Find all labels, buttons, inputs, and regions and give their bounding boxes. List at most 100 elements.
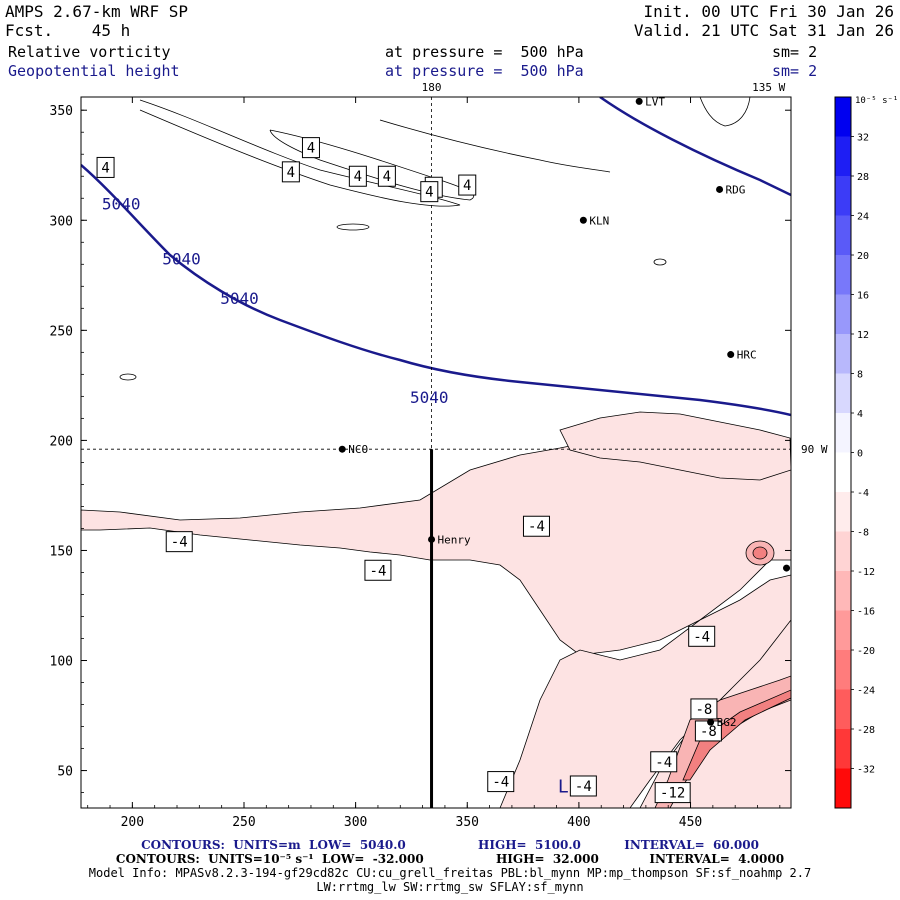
colorbar-tick-label: -4 (857, 488, 869, 499)
label-box (377, 165, 396, 187)
footer-vort-high: HIGH= 32.000 (495, 852, 599, 866)
height-labels: 5040 5040 5040 5040 (102, 194, 449, 407)
station-dot (783, 564, 791, 572)
footer-model-physics: LW:rrtmg_lw SW:rrtmg_sw SFLAY:sf_mynn (316, 880, 584, 894)
label-text: -4 (492, 775, 509, 791)
positive-vorticity-contour (139, 99, 461, 207)
x-tick-label: 250 (232, 815, 255, 830)
vorticity-contour-label: 4 (377, 165, 396, 187)
footer-vort-units: CONTOURS: UNITS=10⁻⁵ s⁻¹ LOW= -32.000 (115, 852, 424, 866)
height-contour-5040 (81, 164, 791, 417)
colorbar: 10⁻⁵ s⁻¹ 32 28 24 20 16 12 8 4 0 -4 -8 -12 -16 -20 -24 -… (834, 96, 898, 809)
colorbar-tick-label: 12 (857, 330, 869, 341)
x-tick-label: 450 (679, 815, 702, 830)
y-tick-label: 200 (50, 434, 73, 449)
label-text: -4 (693, 629, 710, 645)
forecast-label-text: Fcst. (5, 21, 54, 40)
colorbar-tick-label: -16 (857, 607, 875, 618)
colorbar-tick-label: 8 (857, 370, 863, 381)
plot-frame (80, 96, 792, 809)
vorticity-contour-label: -12 (654, 782, 691, 804)
positive-vorticity-contour (336, 223, 370, 231)
station-dot (579, 216, 587, 224)
field1-pressure: at pressure = 500 hPa (385, 43, 584, 61)
label-text: -8 (700, 724, 717, 740)
negative-vorticity-band (81, 435, 791, 808)
forecast-label: Fcst. 45 h (5, 22, 130, 40)
station-dot (338, 445, 346, 453)
model-title: AMPS 2.67-km WRF SP (5, 2, 189, 21)
label-text: 4 (287, 165, 295, 181)
colorbar-segment (835, 610, 851, 651)
footer-height-high: HIGH= 5100.0 (478, 838, 581, 852)
label-box (281, 161, 300, 183)
field2-smoothing: sm= 2 (772, 62, 818, 80)
vorticity-contour-label: -4 (650, 751, 678, 773)
field2-name: Geopotential height (8, 62, 180, 80)
colorbar-segment (835, 571, 851, 611)
label-text: -4 (528, 519, 545, 535)
x-tick-label: 350 (456, 815, 479, 830)
colorbar-segment (835, 689, 851, 730)
label-text: 4 (463, 178, 471, 194)
colorbar-tick-label: 24 (857, 212, 869, 223)
colorbar-segment (835, 255, 851, 295)
label-box (522, 515, 550, 537)
label-text: 4 (307, 141, 315, 157)
positive-vorticity-contour (119, 373, 137, 381)
label-box (654, 782, 691, 804)
vorticity-contour-label: -8 (694, 720, 722, 742)
label-box (690, 698, 718, 720)
colorbar-tick-label: -20 (857, 646, 875, 657)
colorbar-tick-label: 16 (857, 291, 869, 302)
vorticity-contour-label: -4 (569, 775, 597, 797)
station-marker: HRC (727, 349, 757, 362)
colorbar-segment (835, 294, 851, 335)
label-text: 4 (425, 185, 433, 201)
footer-height-units: CONTOURS: UNITS=m LOW= 5040.0 (141, 838, 406, 852)
upper-negative-patch (559, 411, 791, 481)
footer-height-interval: INTERVAL= 60.000 (624, 838, 759, 852)
label-text: -4 (655, 755, 672, 771)
colorbar-segment (835, 334, 851, 374)
vorticity-contour-label: -8 (690, 698, 718, 720)
station-name: RDG (726, 183, 746, 196)
stations: LVT RDG KLN HRC NCO Henry BG2 (338, 95, 791, 729)
y-tick-label: 300 (50, 214, 73, 229)
colorbar-segment (835, 215, 851, 256)
label-box (165, 531, 193, 553)
station-dot (428, 535, 436, 543)
field-layer (81, 97, 791, 808)
positive-vorticity-contour (379, 119, 611, 173)
colorbar-segment (835, 176, 851, 216)
axes: 180 135 W 90 W 200 250 300 350 400 450 50 100 150 20… (50, 81, 828, 830)
station-marker (783, 564, 791, 572)
station-dot (727, 351, 735, 359)
station-name: Henry (438, 533, 471, 546)
colorbar-segment (835, 136, 851, 177)
height-contour-label: 5040 (410, 388, 449, 407)
label-box (364, 559, 392, 581)
colorbar-segment (835, 531, 851, 572)
label-box (348, 165, 367, 187)
height-contour-label: 5040 (162, 249, 201, 268)
station-marker: BG2 (707, 716, 736, 729)
y-tick-label: 350 (50, 104, 73, 119)
label-text: -4 (171, 535, 188, 551)
vorticity-contour-label: 4 (301, 137, 320, 159)
label-box (420, 181, 439, 203)
colorbar-tick-label: 4 (857, 409, 863, 420)
station-dot (716, 185, 724, 193)
y-tick-label: 50 (57, 765, 73, 780)
label-box (458, 174, 477, 196)
vorticity-max-core (752, 546, 768, 560)
label-box (650, 751, 678, 773)
height-contour-5040-upper (599, 97, 791, 197)
colorbar-tick-label: 32 (857, 133, 869, 144)
footer-vort-interval: INTERVAL= 4.0000 (649, 852, 785, 866)
vorticity-contour-label: -4 (364, 559, 392, 581)
height-contour-label: 5040 (102, 194, 141, 213)
footer-model-info: Model Info: MPASv8.2.3-194-gf29cd82c CU:… (88, 866, 812, 880)
label-box (569, 775, 597, 797)
station-dot (707, 718, 715, 726)
